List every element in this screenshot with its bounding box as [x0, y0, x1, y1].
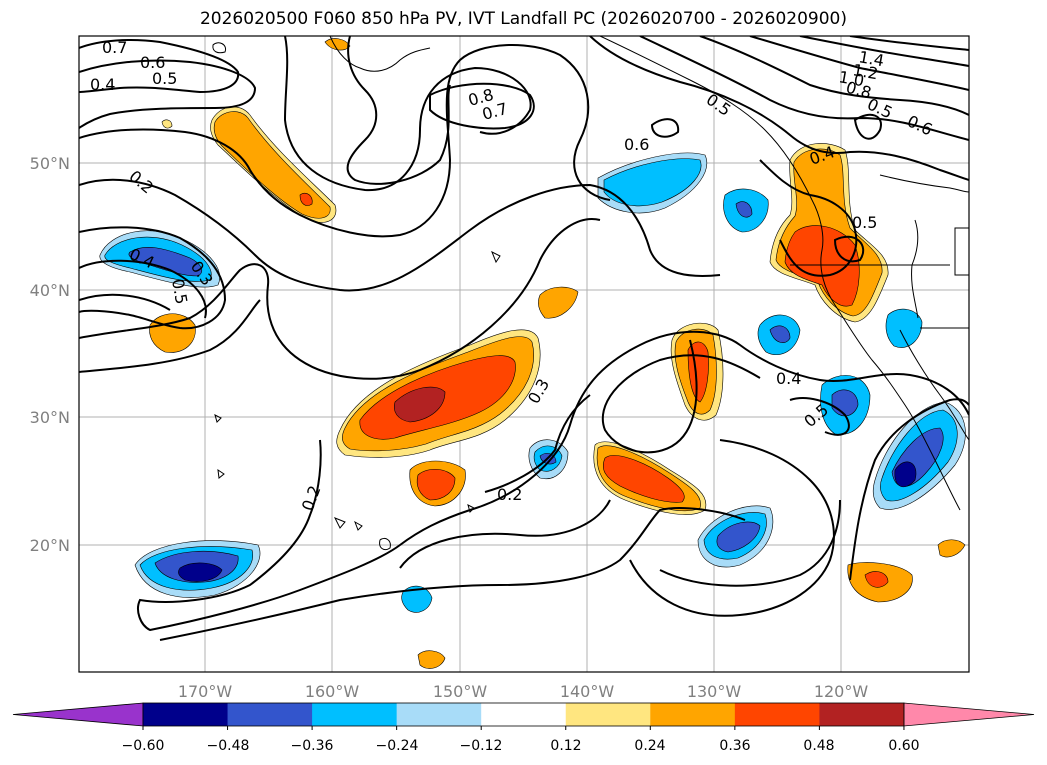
- contour-line: [399, 499, 611, 569]
- contour-line: [346, 36, 451, 185]
- colorbar-segment: [565, 703, 651, 726]
- contour-label: 0.5: [152, 69, 177, 88]
- lon-tick-label: 130°W: [687, 682, 742, 701]
- colorbar-outline: [142, 702, 905, 727]
- contour-line: [789, 397, 850, 436]
- contour-line: [79, 59, 257, 129]
- contour-line: [799, 36, 969, 67]
- lon-tick-label: 160°W: [305, 682, 360, 701]
- lon-tick-label: 170°W: [178, 682, 233, 701]
- lon-tick-label: 120°W: [814, 682, 869, 701]
- contour-line: [79, 218, 601, 380]
- contour-line: [79, 39, 240, 94]
- contour-line: [79, 43, 611, 238]
- lat-tick-label: 30°N: [30, 408, 70, 427]
- contour-line: [650, 118, 680, 138]
- contour-line: [137, 439, 471, 632]
- lon-tick-labels: 170°W 160°W 150°W 140°W 130°W 120°W: [178, 682, 869, 701]
- contour-line: [659, 499, 841, 587]
- contour-line: [749, 36, 969, 91]
- contour-line: [79, 226, 227, 330]
- colorbar-segment: [227, 703, 313, 726]
- contour-line: [601, 339, 761, 454]
- colorbar-segment: [312, 703, 398, 726]
- contour-line: [699, 36, 969, 116]
- contour-line: [833, 235, 865, 263]
- contour-label: 0.5: [168, 277, 191, 305]
- colorbar-extend-low: [12, 702, 144, 727]
- colorbar-tick-label: −0.24: [376, 738, 419, 754]
- contour-line: [484, 394, 591, 493]
- colorbar-segment: [143, 703, 229, 726]
- colorbar-tick-label: 0.36: [719, 738, 750, 754]
- colorbar-segment: [734, 703, 820, 726]
- lon-tick-label: 150°W: [433, 682, 488, 701]
- contour-label: 1.2: [851, 60, 879, 83]
- contour-label: 0.5: [852, 213, 877, 232]
- contour-line: [79, 178, 721, 292]
- colorbar-tick-label: −0.12: [460, 738, 503, 754]
- contour-line: [589, 36, 969, 181]
- coastlines: [212, 36, 969, 551]
- contour-line: [629, 439, 835, 617]
- contour-line: [79, 299, 261, 373]
- contour-line: [79, 259, 207, 319]
- contour-line: [759, 159, 858, 277]
- contour-line: [849, 36, 969, 51]
- colorbar-segment: [650, 703, 736, 726]
- contour-label: 0.6: [624, 135, 649, 154]
- contour-line: [159, 507, 746, 641]
- contour-line: [283, 36, 532, 192]
- contour-line: [853, 113, 882, 140]
- colorbar: [12, 702, 1035, 730]
- colorbar-tick-label: 0.48: [803, 738, 834, 754]
- colorbar-tick-label: −0.48: [207, 738, 250, 754]
- colorbar-segment: [396, 703, 482, 726]
- contour-label: 0.4: [776, 369, 801, 388]
- shaded-anomalies: [99, 38, 966, 669]
- colorbar-extend-high: [903, 702, 1035, 727]
- contour-line: [849, 398, 969, 581]
- colorbar-tick-label: 0.24: [634, 738, 665, 754]
- contour-line: [79, 293, 171, 311]
- pv-contours: [79, 36, 969, 641]
- colorbar-labels: −0.60 −0.48 −0.36 −0.24 −0.12 0.12 0.24 …: [122, 738, 920, 754]
- contour-label: 0.6: [140, 53, 165, 72]
- lon-tick-label: 140°W: [560, 682, 615, 701]
- lat-tick-label: 20°N: [30, 536, 70, 555]
- colorbar-tick-label: 0.60: [888, 738, 919, 754]
- contour-line: [469, 330, 969, 511]
- contour-label: 0.7: [102, 38, 127, 57]
- lat-tick-labels: 50°N 40°N 30°N 20°N: [30, 154, 70, 555]
- contour-label: 1.4: [857, 47, 885, 70]
- colorbar-segment: [481, 703, 567, 726]
- map-border: [78, 35, 970, 673]
- colorbar-tick-label: −0.36: [291, 738, 334, 754]
- map-title: 2026020500 F060 850 hPa PV, IVT Landfall…: [199, 9, 847, 29]
- contour-label: 0.4: [90, 75, 115, 94]
- contour-label: 1.0: [837, 67, 865, 90]
- colorbar-segment: [819, 703, 905, 726]
- colorbar-tick-label: −0.60: [122, 738, 165, 754]
- colorbar-tick-label: 0.12: [550, 738, 581, 754]
- contour-label: 0.2: [497, 485, 522, 504]
- lat-tick-label: 40°N: [30, 281, 70, 300]
- contour-line: [639, 36, 969, 141]
- contour-line: [429, 82, 535, 130]
- lat-tick-label: 50°N: [30, 154, 70, 173]
